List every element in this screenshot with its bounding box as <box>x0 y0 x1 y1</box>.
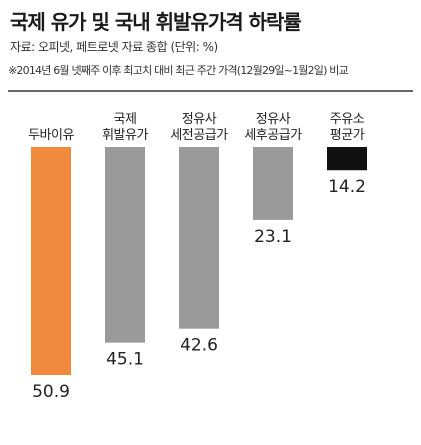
category-label: 주유소 <box>330 112 365 127</box>
value-label: 14.2 <box>328 177 366 197</box>
bar <box>31 147 71 375</box>
category-label: 정유사 <box>256 112 291 127</box>
category-label: 국제 <box>114 112 137 127</box>
bar <box>105 147 145 343</box>
value-label: 45.1 <box>106 350 144 370</box>
value-label: 50.9 <box>32 382 70 402</box>
chart-note: ※2014년 6월 넷째주 이후 최고치 대비 최근 주간 가격(12월29일~… <box>8 64 349 77</box>
category-label: 세후공급가 <box>244 128 302 143</box>
category-label: 휘발유가 <box>102 128 148 143</box>
category-label: 정유사 <box>182 112 217 127</box>
category-label: 세전공급가 <box>170 128 228 143</box>
chart-source: 자료: 오피넷, 페트로넷 자료 종합 (단위: %) <box>10 40 218 54</box>
bar <box>327 147 367 171</box>
value-label: 42.6 <box>180 336 218 356</box>
category-label: 두바이유 <box>28 128 74 143</box>
bar <box>179 147 219 329</box>
value-label: 23.1 <box>254 227 292 247</box>
category-label: 평균가 <box>330 128 365 143</box>
bar <box>253 147 293 220</box>
chart-title: 국제 유가 및 국내 휘발유가격 하락률 <box>10 10 302 34</box>
